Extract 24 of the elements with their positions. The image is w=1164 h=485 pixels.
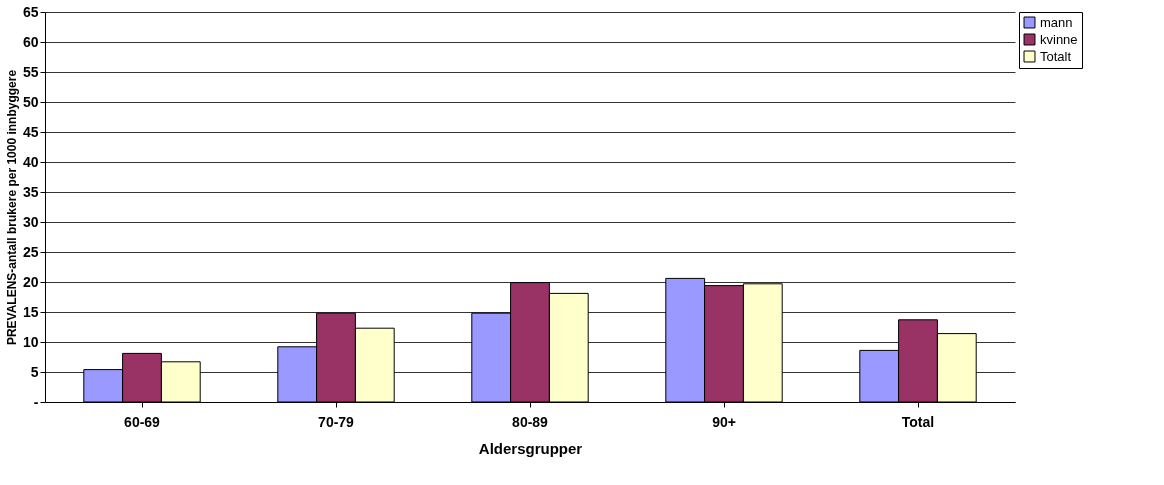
x-tick-label: 60-69 (124, 413, 161, 430)
y-tick-label: 25 (22, 243, 39, 260)
y-tick-label: 55 (22, 63, 39, 80)
y-tick-label: 10 (22, 333, 39, 350)
y-tick-label: 35 (22, 183, 39, 200)
legend-label: mann (1040, 14, 1073, 30)
x-tick-label: 80-89 (512, 413, 549, 430)
y-tick-label: 30 (22, 213, 39, 230)
legend-label: kvinne (1040, 31, 1078, 47)
y-tick-label: 65 (22, 3, 39, 20)
x-tick-label: 70-79 (318, 413, 355, 430)
y-tick-label: 50 (22, 93, 39, 110)
y-tick-label: - (33, 393, 39, 410)
y-tick-label: 40 (22, 153, 39, 170)
y-axis-title: PREVALENS-antall brukere per 1000 innbyggere (4, 69, 19, 346)
x-tick-label: 90+ (712, 413, 736, 430)
y-tick-label: 20 (22, 273, 39, 290)
legend-label: Totalt (1040, 48, 1072, 64)
x-tick-label: Total (901, 413, 935, 430)
y-tick-label: 60 (22, 33, 39, 50)
x-axis-title: Aldersgrupper (478, 439, 583, 457)
y-tick-label: 45 (22, 123, 39, 140)
y-tick-label: 5 (30, 363, 39, 380)
y-tick-label: 15 (22, 303, 39, 320)
